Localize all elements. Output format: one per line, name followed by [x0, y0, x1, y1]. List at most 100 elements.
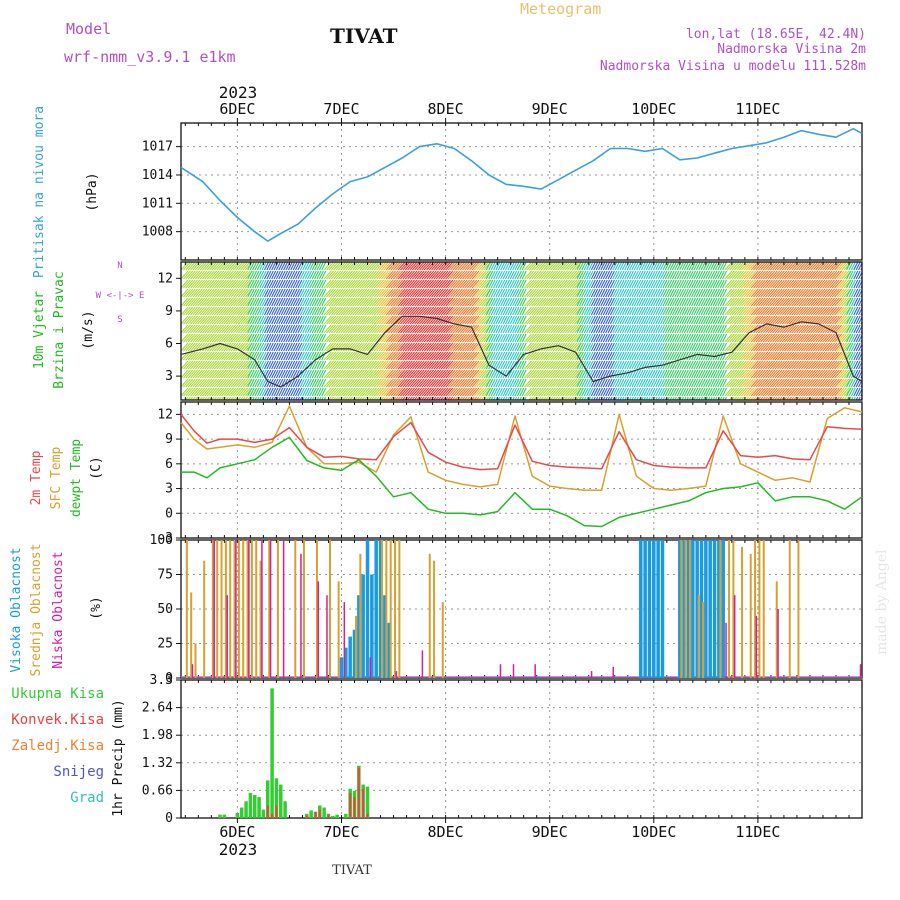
wind-barb	[738, 387, 747, 397]
wind-barb	[774, 262, 783, 271]
wind-barb	[488, 396, 491, 400]
wind-barb	[440, 369, 449, 379]
wind-barb	[545, 288, 554, 298]
wind-barb	[287, 279, 293, 289]
wind-barb	[361, 297, 370, 307]
wind-barb	[373, 306, 382, 316]
wind-barb	[679, 333, 685, 343]
wind-barb	[531, 351, 540, 361]
wind-barb	[497, 351, 503, 361]
wind-barb	[366, 306, 375, 316]
wind-barb	[538, 315, 547, 325]
wind-barb	[516, 342, 522, 352]
wind-barb	[497, 396, 501, 400]
wind-barb	[216, 315, 225, 325]
wind-barb	[423, 360, 432, 370]
wind-barb	[586, 297, 592, 307]
wind-barb	[528, 288, 537, 298]
wind-barb	[736, 351, 745, 361]
wind-barb	[809, 396, 814, 400]
wind-barb	[691, 324, 697, 334]
wind-barb	[652, 324, 658, 334]
wind-barb	[493, 378, 499, 388]
wind-barb	[598, 297, 603, 307]
wind-barb	[679, 396, 682, 400]
wind-barb	[380, 279, 389, 289]
wind-barb	[247, 378, 253, 388]
wind-barb	[304, 369, 310, 379]
wind-barb	[316, 297, 322, 307]
wind-barb	[767, 279, 776, 289]
wind-barb	[753, 315, 761, 325]
wind-barb	[853, 342, 859, 352]
wind-barb	[745, 351, 754, 361]
wind-barb	[443, 288, 451, 298]
wind-barb	[853, 315, 859, 325]
wind-barb	[555, 262, 563, 271]
wind-barb	[662, 342, 668, 352]
wind-barb	[781, 262, 790, 271]
wind-barb	[326, 378, 334, 388]
wind-barb	[631, 262, 637, 271]
wind-barb	[839, 297, 847, 307]
wind-barb	[550, 378, 559, 388]
wind-barb	[784, 270, 792, 280]
wind-barb	[571, 378, 580, 388]
wind-barb	[831, 288, 840, 298]
wind-barb	[619, 342, 625, 352]
wind-barb	[783, 396, 788, 400]
wind-barb	[330, 387, 339, 397]
wind-barb	[497, 387, 503, 397]
wind-barb	[557, 315, 566, 325]
wind-barb	[562, 378, 571, 388]
wind-barb	[815, 333, 824, 343]
wind-barb	[478, 396, 482, 400]
wind-barb	[402, 315, 411, 325]
wind-barb	[504, 324, 510, 334]
wind-barb	[271, 262, 277, 271]
wind-barb	[466, 297, 475, 307]
wind-barb	[259, 396, 262, 400]
wind-barb	[240, 270, 249, 280]
wind-barb	[521, 378, 527, 388]
wind-barb	[371, 378, 380, 388]
wind-barb	[700, 333, 706, 343]
wind-barb	[824, 360, 833, 370]
wind-barb	[710, 324, 716, 334]
wind-barb	[395, 342, 404, 352]
wind-barb	[309, 369, 315, 379]
wind-barb	[817, 333, 826, 343]
wind-barb	[349, 279, 358, 289]
wind-barb	[454, 306, 463, 316]
wind-barb	[598, 378, 603, 388]
wind-barb	[743, 324, 752, 334]
wind-barb	[235, 369, 244, 379]
wind-barb	[669, 333, 675, 343]
wind-barb	[497, 288, 503, 298]
wind-barb	[707, 270, 713, 280]
wind-barb	[452, 378, 461, 388]
wind-barb	[550, 324, 559, 334]
wind-barb	[421, 387, 430, 397]
wind-barb	[488, 360, 494, 370]
wind-barb	[784, 351, 792, 361]
wind-barb	[507, 324, 513, 334]
wind-barb	[695, 324, 701, 334]
wind-barb	[779, 306, 788, 316]
wind-barb	[757, 333, 766, 343]
wind-barb	[660, 342, 666, 352]
wind-barb	[204, 279, 213, 289]
wind-barb	[240, 288, 249, 298]
wind-barb	[836, 306, 845, 316]
wind-barb	[714, 333, 720, 343]
wind-barb	[526, 378, 535, 388]
wind-barb	[490, 262, 496, 271]
wind-barb	[777, 315, 785, 325]
wind-barb	[326, 342, 334, 352]
wind-barb	[206, 396, 210, 400]
wind-barb	[683, 333, 689, 343]
wind-barb	[330, 270, 339, 280]
wind-barb	[808, 360, 816, 370]
wind-barb	[438, 270, 447, 280]
wind-barb	[836, 360, 845, 370]
